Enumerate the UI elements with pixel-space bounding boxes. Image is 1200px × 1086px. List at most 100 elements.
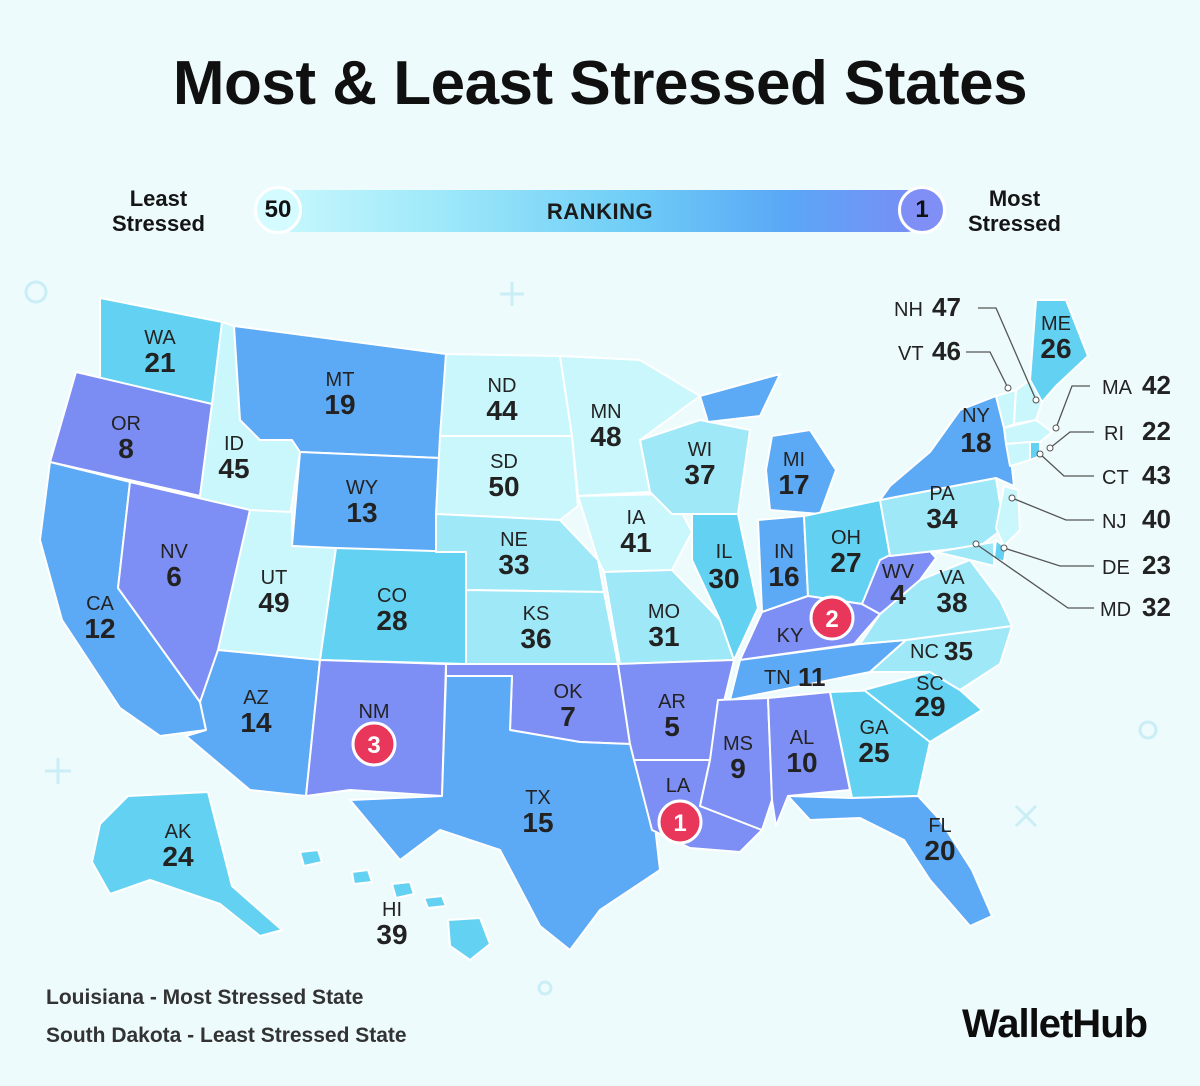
svg-text:AL: AL	[790, 727, 814, 749]
svg-text:AZ: AZ	[243, 687, 269, 709]
svg-text:MS: MS	[723, 733, 753, 755]
label-LA: LA	[666, 775, 691, 797]
svg-text:VT: VT	[898, 343, 924, 365]
svg-text:NJ: NJ	[1102, 511, 1126, 533]
svg-text:50: 50	[488, 471, 519, 502]
svg-text:49: 49	[258, 587, 289, 618]
state-IL[interactable]	[691, 513, 759, 661]
state-AK[interactable]	[91, 791, 283, 937]
svg-text:IA: IA	[627, 507, 647, 529]
svg-text:6: 6	[166, 561, 182, 592]
label-MA: MA 42	[1102, 370, 1171, 400]
state-SC[interactable]	[863, 671, 983, 743]
legend-most-label: Most Stressed	[968, 186, 1061, 236]
svg-text:35: 35	[944, 636, 973, 666]
svg-text:11: 11	[798, 662, 826, 692]
state-FL[interactable]	[787, 795, 993, 927]
svg-text:10: 10	[786, 747, 817, 778]
label-AR: AR5	[658, 691, 686, 742]
svg-text:NE: NE	[500, 529, 528, 551]
svg-text:IN: IN	[774, 541, 794, 563]
label-RI: RI 22	[1104, 416, 1171, 446]
svg-text:26: 26	[1040, 333, 1071, 364]
svg-text:KS: KS	[523, 603, 550, 625]
state-CT[interactable]	[1005, 441, 1031, 467]
svg-text:GA: GA	[860, 717, 890, 739]
state-TX[interactable]	[349, 675, 661, 951]
svg-text:3: 3	[367, 732, 380, 759]
legend-most-line1: Most	[988, 186, 1041, 211]
svg-text:MI: MI	[783, 449, 805, 471]
state-HI[interactable]	[299, 849, 491, 961]
svg-text:TN: TN	[764, 667, 791, 689]
legend-most-line2: Stressed	[968, 211, 1061, 236]
svg-text:FL: FL	[928, 815, 951, 837]
svg-text:42: 42	[1142, 370, 1171, 400]
svg-text:40: 40	[1142, 504, 1171, 534]
svg-text:14: 14	[240, 707, 272, 738]
svg-text:5: 5	[664, 711, 680, 742]
svg-text:46: 46	[932, 336, 961, 366]
svg-text:OR: OR	[111, 413, 141, 435]
svg-text:15: 15	[522, 807, 553, 838]
svg-text:12: 12	[84, 613, 115, 644]
label-NC: NC 35	[910, 636, 973, 666]
svg-text:17: 17	[778, 469, 809, 500]
label-NV: NV6	[160, 541, 188, 592]
label-MD: MD 32	[1100, 592, 1171, 622]
svg-text:45: 45	[218, 453, 249, 484]
state-NJ[interactable]	[995, 485, 1021, 547]
ranking-scale-bar: RANKING 50 1	[254, 186, 946, 234]
svg-text:WV: WV	[882, 561, 915, 583]
legend-least-label: Least Stressed	[112, 186, 205, 236]
svg-text:NY: NY	[962, 405, 990, 427]
svg-text:ID: ID	[224, 433, 244, 455]
label-VT: VT 46	[898, 336, 961, 366]
ranking-high-end: 1	[898, 186, 946, 234]
legend-least-line2: Stressed	[112, 211, 205, 236]
svg-text:CO: CO	[377, 585, 407, 607]
svg-text:1: 1	[673, 810, 686, 837]
svg-text:CA: CA	[86, 593, 114, 615]
svg-text:NC: NC	[910, 641, 939, 663]
svg-text:43: 43	[1142, 460, 1171, 490]
label-WV: WV4	[882, 561, 915, 610]
state-MA[interactable]	[1003, 419, 1053, 445]
svg-text:19: 19	[324, 389, 355, 420]
svg-text:48: 48	[590, 421, 621, 452]
svg-text:ME: ME	[1041, 313, 1071, 335]
svg-text:WY: WY	[346, 477, 378, 499]
svg-text:18: 18	[960, 427, 991, 458]
svg-text:44: 44	[486, 395, 518, 426]
state-VA[interactable]	[859, 559, 1013, 645]
wallethub-logo[interactable]: WalletHub	[962, 1002, 1148, 1046]
label-OK: OK7	[554, 681, 584, 732]
svg-text:36: 36	[520, 623, 551, 654]
svg-text:7: 7	[560, 701, 576, 732]
svg-text:NV: NV	[160, 541, 188, 563]
svg-text:UT: UT	[261, 567, 288, 589]
svg-text:SC: SC	[916, 673, 944, 695]
label-OR: OR8	[111, 413, 141, 464]
state-SD[interactable]	[435, 435, 579, 521]
svg-text:29: 29	[914, 691, 945, 722]
